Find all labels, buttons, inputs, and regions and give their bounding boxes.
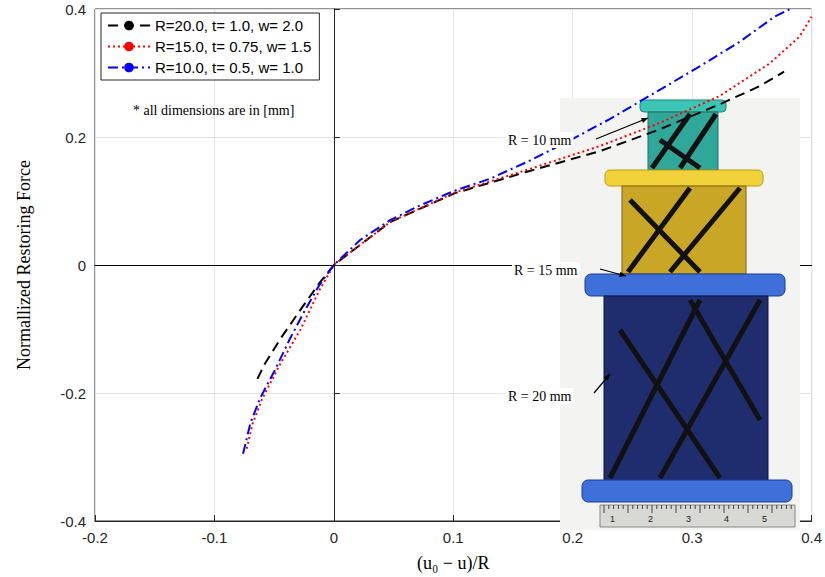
svg-text:R=10.0, t= 0.5, w= 1.0: R=10.0, t= 0.5, w= 1.0 xyxy=(155,59,303,76)
svg-text:0.4: 0.4 xyxy=(65,1,86,18)
svg-text:R = 20 mm: R = 20 mm xyxy=(508,389,572,404)
svg-text:R = 15 mm: R = 15 mm xyxy=(514,263,578,278)
svg-text:Normallized Restoring Force: Normallized Restoring Force xyxy=(14,160,34,370)
svg-text:0.3: 0.3 xyxy=(682,529,703,546)
svg-text:R=20.0, t= 1.0, w= 2.0: R=20.0, t= 1.0, w= 2.0 xyxy=(155,17,303,34)
svg-text:0.2: 0.2 xyxy=(562,529,583,546)
svg-text:-0.4: -0.4 xyxy=(60,513,86,530)
svg-text:2: 2 xyxy=(648,514,653,524)
svg-text:R = 10 mm: R = 10 mm xyxy=(508,133,572,148)
svg-text:-0.2: -0.2 xyxy=(82,529,108,546)
svg-text:-0.1: -0.1 xyxy=(201,529,227,546)
svg-text:0: 0 xyxy=(78,257,86,274)
svg-text:0.1: 0.1 xyxy=(443,529,464,546)
svg-text:R=15.0, t= 0.75, w= 1.5: R=15.0, t= 0.75, w= 1.5 xyxy=(155,38,311,55)
svg-text:4: 4 xyxy=(724,514,729,524)
svg-text:1: 1 xyxy=(610,514,615,524)
svg-text:5: 5 xyxy=(762,514,767,524)
svg-text:-0.2: -0.2 xyxy=(60,385,86,402)
svg-text:0.4: 0.4 xyxy=(801,529,822,546)
svg-text:0: 0 xyxy=(330,529,338,546)
svg-text:(u₀ − u)/R: (u₀ − u)/R xyxy=(417,553,489,574)
svg-text:0.2: 0.2 xyxy=(65,129,86,146)
svg-text:3: 3 xyxy=(686,514,691,524)
svg-text:* all dimensions are in [mm]: * all dimensions are in [mm] xyxy=(133,103,294,118)
